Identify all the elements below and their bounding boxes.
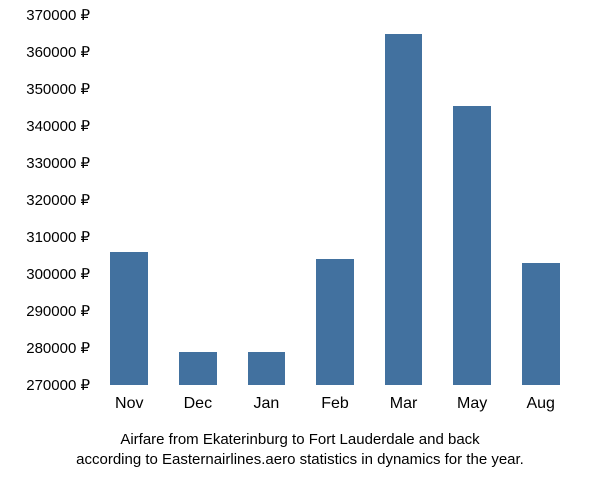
bar [453, 106, 491, 385]
x-tick-label: Mar [390, 395, 418, 413]
y-tick-label: 290000 ₽ [10, 302, 90, 320]
y-tick-label: 310000 ₽ [10, 228, 90, 246]
bar [522, 263, 560, 385]
bar [385, 34, 423, 386]
x-tick-label: Aug [526, 395, 554, 413]
y-tick-label: 340000 ₽ [10, 117, 90, 135]
x-tick-label: Jan [254, 395, 280, 413]
y-tick-label: 370000 ₽ [10, 6, 90, 24]
x-tick-label: Feb [321, 395, 349, 413]
chart-caption: Airfare from Ekaterinburg to Fort Lauder… [0, 430, 600, 471]
plot-area [95, 15, 575, 385]
y-tick-label: 330000 ₽ [10, 154, 90, 172]
airfare-bar-chart: Airfare from Ekaterinburg to Fort Lauder… [0, 0, 600, 500]
y-tick-label: 350000 ₽ [10, 80, 90, 98]
y-tick-label: 360000 ₽ [10, 43, 90, 61]
y-tick-label: 270000 ₽ [10, 376, 90, 394]
caption-line-1: Airfare from Ekaterinburg to Fort Lauder… [120, 431, 479, 448]
y-tick-label: 300000 ₽ [10, 265, 90, 283]
bar [179, 352, 217, 385]
bar [110, 252, 148, 385]
bar [248, 352, 286, 385]
y-tick-label: 280000 ₽ [10, 339, 90, 357]
x-tick-label: May [457, 395, 487, 413]
caption-line-2: according to Easternairlines.aero statis… [76, 451, 524, 468]
y-tick-label: 320000 ₽ [10, 191, 90, 209]
x-tick-label: Nov [115, 395, 143, 413]
bar [316, 259, 354, 385]
x-tick-label: Dec [184, 395, 212, 413]
